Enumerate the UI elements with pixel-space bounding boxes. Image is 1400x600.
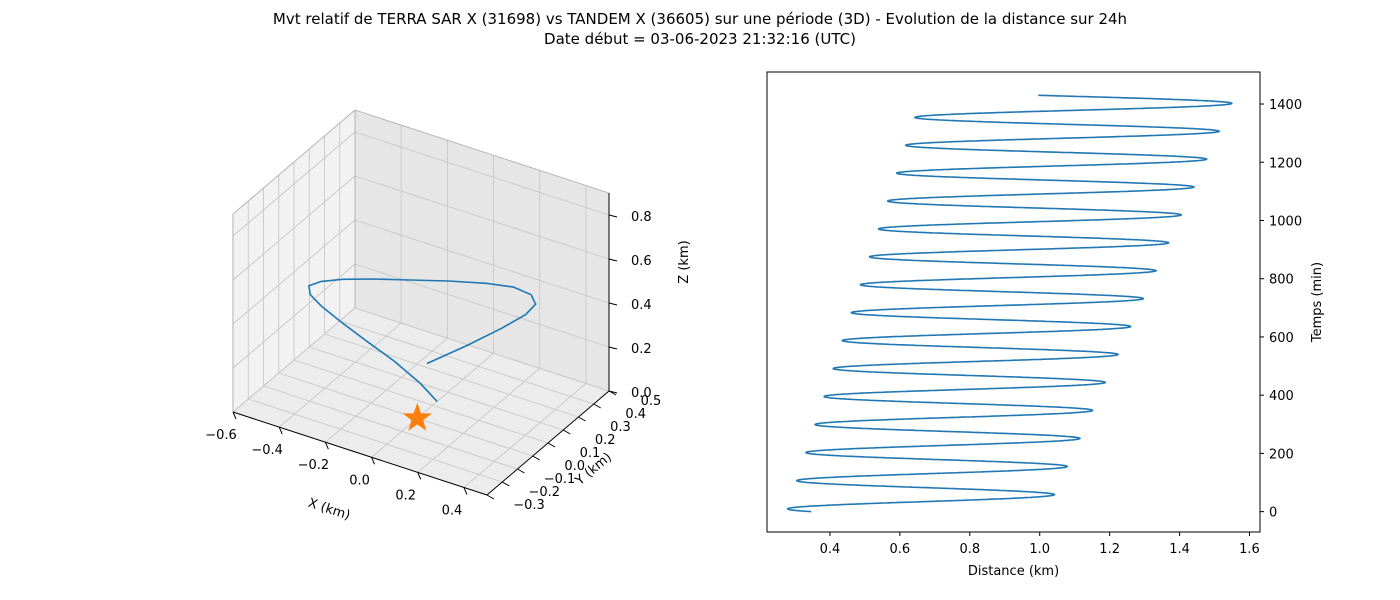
z-tick-label: 0.4 [631, 298, 652, 313]
y-tick-label: 0.5 [641, 394, 662, 409]
y-axis-label: Temps (min) [1310, 262, 1325, 343]
pane-edge [354, 109, 610, 194]
grid-line [339, 320, 594, 405]
y-tick-label: −0.3 [513, 498, 545, 513]
grid-line [354, 175, 610, 260]
y-tick [563, 429, 571, 435]
y-tick [547, 442, 556, 448]
y-tick [502, 481, 510, 487]
grid-line [248, 398, 503, 483]
grid-line [232, 131, 356, 237]
z-tick [608, 390, 618, 394]
grid-line [324, 333, 579, 418]
z-tick [608, 346, 618, 350]
y-tick-label: 400 [1269, 389, 1294, 404]
z-tick-label: 0.2 [631, 342, 652, 357]
x-tick-label: 1.4 [1169, 542, 1190, 557]
x-tick-label: −0.6 [205, 428, 237, 443]
grid-line [232, 307, 356, 413]
pane-back [355, 110, 609, 391]
y-tick-label: 0.3 [610, 420, 631, 435]
z-tick [608, 302, 618, 306]
trajectory-line [308, 278, 537, 402]
x-tick [324, 441, 329, 450]
z-axis-label: Z (km) [677, 240, 692, 283]
y-tick-label: 1000 [1269, 214, 1302, 229]
y-tick-label: −0.2 [528, 485, 560, 500]
x-tick-label: 1.6 [1239, 542, 1260, 557]
z-tick-label: 0.0 [631, 386, 652, 401]
figure-title-line1: Mvt relatif de TERRA SAR X (31698) vs TA… [273, 10, 1127, 28]
y-tick-label: 200 [1269, 447, 1294, 462]
y-tick-label: 0 [1269, 506, 1277, 521]
y-tick [486, 494, 495, 500]
origin-star-marker [402, 402, 433, 431]
y-tick-label: 1400 [1269, 98, 1302, 113]
x-tick-label: 0.6 [890, 542, 911, 557]
y-tick-label: −0.1 [544, 472, 576, 487]
grid-line [232, 263, 356, 369]
x-tick-label: 0.2 [395, 488, 416, 503]
x-tick-label: 0.8 [959, 542, 980, 557]
y-tick-label: 800 [1269, 273, 1294, 288]
y-tick [578, 416, 586, 422]
x-tick-label: 0.4 [820, 542, 841, 557]
x-tick [371, 457, 376, 465]
grid-line [354, 307, 610, 392]
distance-time-line [786, 94, 1233, 513]
z-tick-label: 0.6 [631, 254, 652, 269]
grid-line [309, 346, 564, 431]
x-tick-label: 0.0 [349, 473, 370, 488]
pane-edge [232, 109, 356, 215]
x-tick-label: 0.4 [442, 503, 463, 518]
grid-line [232, 219, 356, 325]
plot-distance-time: 0.4 0.6 0.8 1.0 1.2 1.4 1.6 0 200 400 600 800 1000 12… [766, 71, 1325, 579]
grid-line [293, 359, 549, 444]
y-tick-label: 0.4 [625, 407, 646, 422]
x-tick [278, 426, 283, 435]
plot-3d: −0.6−0.4−0.20.00.20.4 −0.3−0.2−0.10.00.10… [205, 109, 692, 524]
y-tick [532, 455, 540, 461]
x-axis-label: Distance (km) [968, 564, 1059, 579]
y-tick-label: 0.2 [595, 433, 616, 448]
grid-line [354, 263, 610, 348]
y-tick [517, 468, 525, 474]
grid-line [354, 219, 610, 304]
y-tick [593, 403, 601, 409]
x-tick-label: 1.2 [1099, 542, 1120, 557]
z-tick [608, 214, 618, 218]
x-tick-label: −0.2 [298, 458, 330, 473]
grid-line [232, 175, 356, 281]
x-axis-line [232, 411, 488, 496]
y-tick-label: 600 [1269, 331, 1294, 346]
y-tick-label: 0.0 [564, 459, 585, 474]
x-tick [417, 472, 422, 480]
x-axis-label: X (km) [306, 496, 352, 524]
grid-line [263, 385, 518, 470]
figure-title-line2: Date début = 03-06-2023 21:32:16 (UTC) [544, 30, 856, 48]
x-tick-label: −0.4 [251, 443, 283, 458]
plot-area [766, 71, 1261, 533]
y-tick-label: 0.1 [580, 446, 601, 461]
grid-line [354, 131, 610, 216]
z-tick [608, 258, 618, 262]
x-tick [232, 411, 237, 420]
y-tick-label: 1200 [1269, 156, 1302, 171]
x-tick-label: 1.0 [1029, 542, 1050, 557]
x-tick [463, 487, 468, 495]
z-tick-label: 0.8 [631, 210, 652, 225]
